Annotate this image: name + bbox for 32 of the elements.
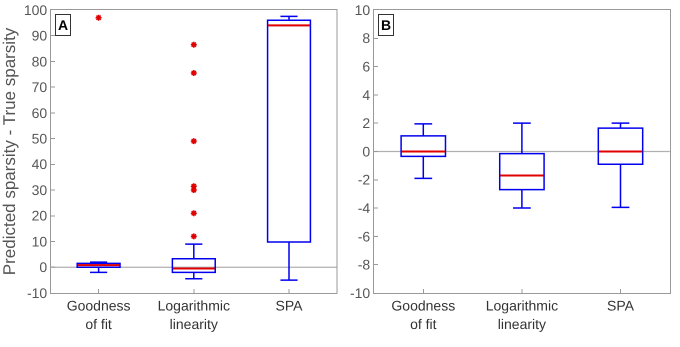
y-tick-label: 10 <box>354 2 370 18</box>
y-tick-label: 70 <box>32 79 48 96</box>
annotation: B <box>381 17 392 33</box>
y-tick-label: -4 <box>358 200 370 216</box>
y-tick-label: 6 <box>362 58 370 74</box>
y-tick-label: 30 <box>32 182 48 198</box>
y-tick-label: -10 <box>26 284 48 301</box>
y-tick-label: 80 <box>32 53 48 70</box>
y-tick-label: -10 <box>350 284 370 301</box>
x-tick-label: Logarithmic linearity <box>486 298 558 332</box>
y-tick-label: 10 <box>32 233 48 250</box>
y-tick-label: 100 <box>24 2 48 18</box>
x-tick-label: SPA <box>607 298 635 314</box>
y-tick-label: 4 <box>362 86 370 103</box>
x-tick-label: Goodness of fit <box>66 298 131 332</box>
y-tick-label: 50 <box>32 130 48 147</box>
annotation: A <box>58 17 68 33</box>
y-tick-label: 20 <box>32 208 48 224</box>
y-tick-label: -6 <box>358 228 370 244</box>
x-tick-label: Goodness of fit <box>391 298 456 332</box>
y-tick-label: 60 <box>32 104 48 121</box>
y-tick-label: 90 <box>32 28 48 44</box>
y-tick-label: 0 <box>362 143 370 160</box>
x-tick-label: SPA <box>276 298 304 314</box>
y-tick-label: 8 <box>362 30 370 46</box>
y-tick-label: -8 <box>358 256 370 273</box>
y-axis-title: Predicted sparsity - True sparsity <box>0 27 19 276</box>
y-tick-label: 0 <box>39 259 48 276</box>
y-tick-label: 40 <box>32 156 48 172</box>
x-tick-label: Logarithmic linearity <box>158 298 230 332</box>
y-tick-label: -2 <box>358 172 370 188</box>
y-tick-label: 2 <box>362 115 370 132</box>
